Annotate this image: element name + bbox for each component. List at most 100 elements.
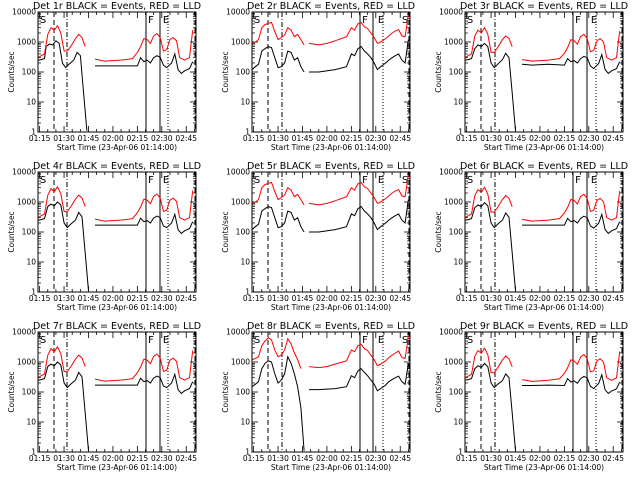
plot-frame xyxy=(251,171,411,293)
x-tick-label: 02:15 xyxy=(127,454,149,463)
y-tick-label: 1000 xyxy=(17,198,36,207)
x-tick-label: 02:45 xyxy=(602,454,624,463)
y-tick-label: 1 xyxy=(245,448,250,457)
y-axis-label: Counts/sec xyxy=(434,371,443,412)
series-lld-line xyxy=(37,24,194,62)
x-tick-label: 01:15 xyxy=(456,454,478,463)
series-lld-line xyxy=(251,14,409,46)
y-tick-label: 100 xyxy=(236,228,251,237)
y-tick-label: 100 xyxy=(236,68,251,77)
x-tick-label: 01:30 xyxy=(53,134,75,143)
plot-frame xyxy=(464,11,624,133)
marker-letter-s: S xyxy=(467,335,473,346)
panel-title: Det 3r BLACK = Events, RED = LLD xyxy=(460,1,628,12)
marker-letter-s: S xyxy=(254,175,260,186)
x-tick-label: 02:00 xyxy=(316,134,338,143)
panel-title: Det 1r BLACK = Events, RED = LLD xyxy=(33,1,201,12)
series-events-line xyxy=(464,362,621,451)
series-lld-line xyxy=(37,185,194,222)
y-tick-label: 1 xyxy=(245,288,250,297)
marker-letter-e: E xyxy=(591,15,597,26)
x-tick-label: 02:30 xyxy=(365,134,387,143)
x-tick-label: 01:15 xyxy=(243,134,265,143)
marker-letter-f: F xyxy=(148,15,154,26)
y-tick-label: 1000 xyxy=(444,358,463,367)
y-tick-label: 10000 xyxy=(439,8,463,17)
x-tick-label: 01:45 xyxy=(292,134,314,143)
x-axis-label: Start Time (23-Apr-06 01:14:00) xyxy=(484,303,604,312)
x-tick-label: 01:30 xyxy=(480,454,502,463)
panel-8: Det 8r BLACK = Events, RED = LLD 1 10 100 10… xyxy=(221,321,415,472)
y-tick-label: 10 xyxy=(453,418,463,427)
series-lld-line xyxy=(251,174,409,206)
series-events-line xyxy=(464,42,621,131)
x-tick-label: 01:45 xyxy=(78,454,100,463)
y-tick-label: 1000 xyxy=(17,358,36,367)
x-tick-label: 02:45 xyxy=(175,294,197,303)
marker-letter-s: S xyxy=(254,335,260,346)
y-tick-label: 100 xyxy=(449,228,464,237)
panel-title: Det 8r BLACK = Events, RED = LLD xyxy=(247,321,415,332)
panel-9: Det 9r BLACK = Events, RED = LLD 1 10 100 10… xyxy=(434,321,628,472)
y-tick-label: 10 xyxy=(240,258,250,267)
x-tick-label: 02:30 xyxy=(365,294,387,303)
marker-letter-s: S xyxy=(40,335,46,346)
x-tick-label: 02:45 xyxy=(389,134,411,143)
x-tick-label: 01:15 xyxy=(29,454,51,463)
panel-title: Det 5r BLACK = Events, RED = LLD xyxy=(247,161,415,172)
panel-4: Det 4r BLACK = Events, RED = LLD 1 10 100 10… xyxy=(7,161,201,312)
series-lld-line xyxy=(37,345,194,382)
x-tick-label: 01:30 xyxy=(480,134,502,143)
series-lld-line xyxy=(464,186,621,222)
series-lld-line xyxy=(251,336,409,369)
marker-letter-s: S xyxy=(40,15,46,26)
marker-letter-e: E xyxy=(591,175,597,186)
panel-title: Det 4r BLACK = Events, RED = LLD xyxy=(33,161,201,172)
x-tick-label: 02:30 xyxy=(365,454,387,463)
y-axis-label: Counts/sec xyxy=(7,211,16,252)
panel-3: Det 3r BLACK = Events, RED = LLD 1 10 100 10… xyxy=(434,1,628,152)
x-tick-label: 02:00 xyxy=(102,294,124,303)
x-axis-label: Start Time (23-Apr-06 01:14:00) xyxy=(484,463,604,472)
y-axis-label: Counts/sec xyxy=(7,371,16,412)
plot-frame xyxy=(251,11,411,133)
marker-letter-f: F xyxy=(362,15,368,26)
y-tick-label: 1000 xyxy=(231,198,250,207)
x-tick-label: 02:30 xyxy=(578,454,600,463)
marker-letter-f: F xyxy=(575,335,581,346)
x-tick-label: 02:30 xyxy=(151,134,173,143)
y-tick-label: 1000 xyxy=(231,38,250,47)
marker-letter-f: F xyxy=(575,175,581,186)
x-tick-label: 02:30 xyxy=(151,294,173,303)
plot-frame xyxy=(464,171,624,293)
x-tick-label: 02:30 xyxy=(151,454,173,463)
panel-title: Det 7r BLACK = Events, RED = LLD xyxy=(33,321,201,332)
plot-frame xyxy=(464,331,624,453)
marker-letter-s: S xyxy=(40,175,46,186)
y-tick-label: 1 xyxy=(458,448,463,457)
x-tick-label: 02:00 xyxy=(529,134,551,143)
plot-frame xyxy=(37,171,197,293)
plot-frame xyxy=(251,331,411,453)
y-tick-label: 10 xyxy=(26,418,36,427)
x-tick-label: 02:45 xyxy=(389,294,411,303)
marker-letter-s: S xyxy=(402,175,408,186)
y-tick-label: 10 xyxy=(26,98,36,107)
series-events-line xyxy=(464,201,621,291)
x-tick-label: 02:45 xyxy=(175,134,197,143)
x-tick-label: 02:00 xyxy=(316,294,338,303)
x-tick-label: 01:15 xyxy=(29,134,51,143)
x-axis-label: Start Time (23-Apr-06 01:14:00) xyxy=(271,463,391,472)
x-tick-label: 02:45 xyxy=(602,134,624,143)
y-tick-label: 1000 xyxy=(444,38,463,47)
series-events-line xyxy=(251,355,409,451)
y-tick-label: 10000 xyxy=(439,168,463,177)
x-axis-label: Start Time (23-Apr-06 01:14:00) xyxy=(271,143,391,152)
marker-letter-e: E xyxy=(163,175,169,186)
x-tick-label: 02:00 xyxy=(102,454,124,463)
y-tick-label: 1 xyxy=(245,128,250,137)
marker-letter-s: S xyxy=(402,335,408,346)
panel-5: Det 5r BLACK = Events, RED = LLD 1 10 100 10… xyxy=(221,161,415,312)
